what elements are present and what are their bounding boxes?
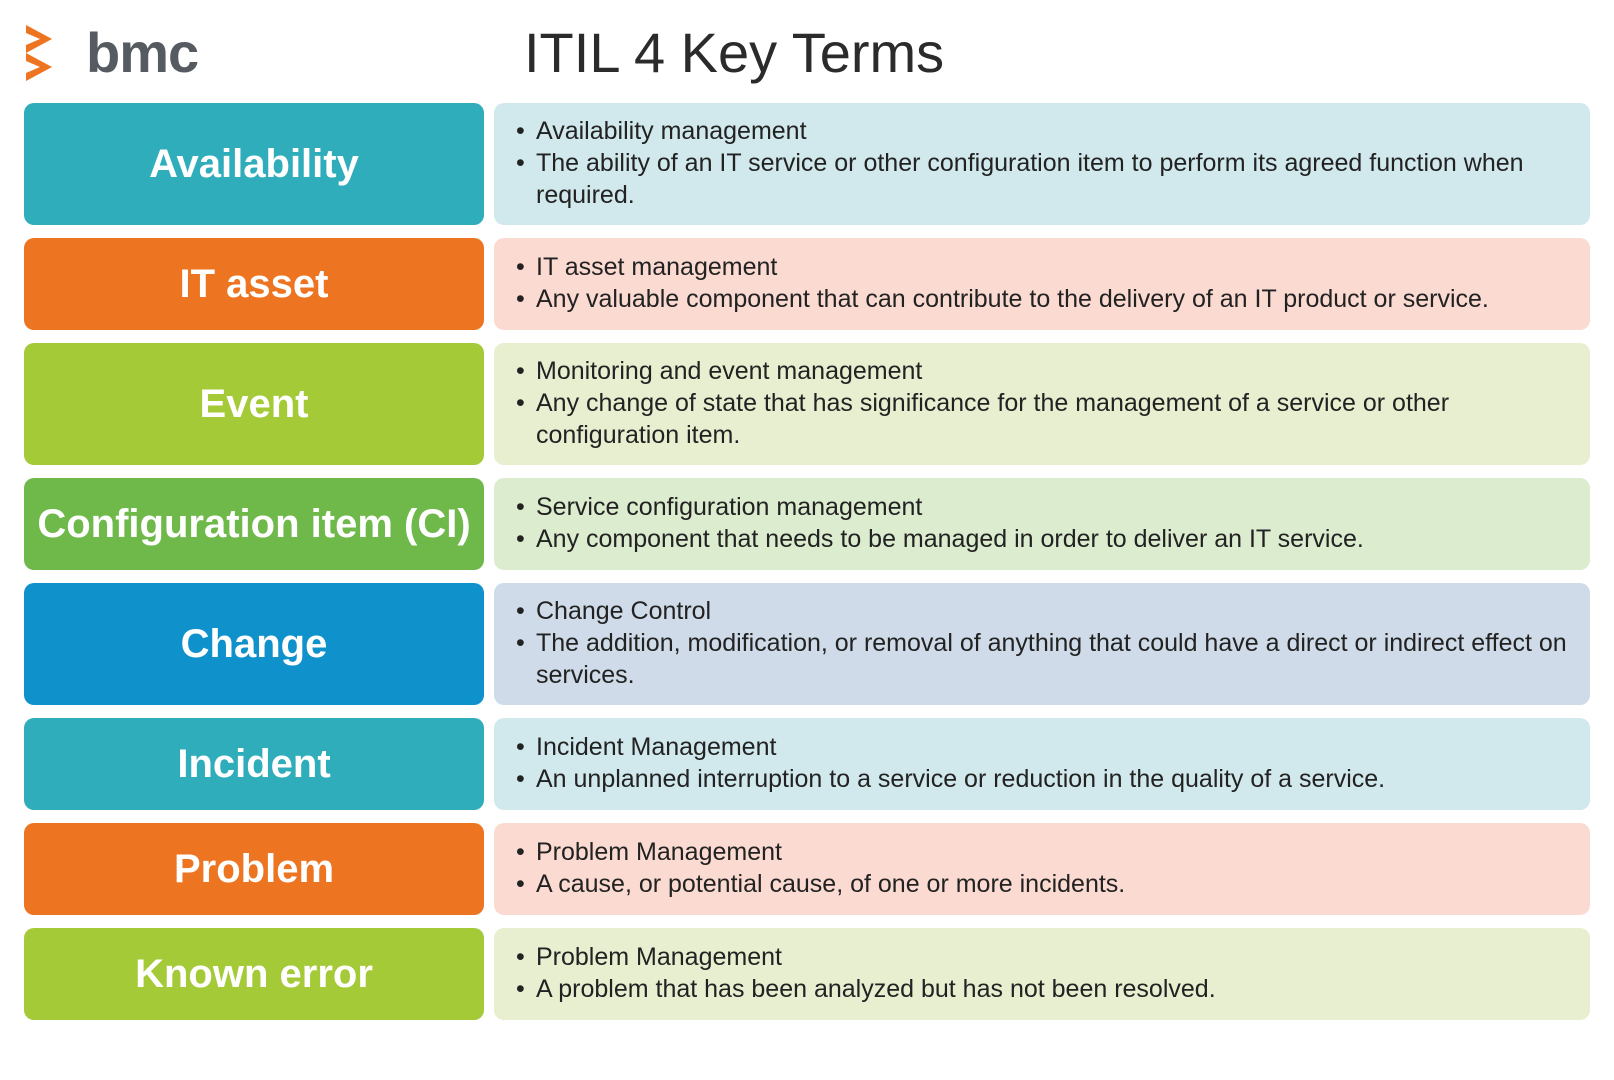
term-label: Known error bbox=[135, 952, 373, 996]
description-list: IT asset managementAny valuable componen… bbox=[516, 251, 1568, 315]
term-row: Problem Problem ManagementA cause, or pot… bbox=[24, 823, 1590, 915]
header: bmc ITIL 4 Key Terms bbox=[24, 20, 1590, 85]
term-row: Configuration item (CI) Service configura… bbox=[24, 478, 1590, 570]
description-bullet: Any component that needs to be managed i… bbox=[516, 523, 1568, 555]
description-bullet: Availability management bbox=[516, 115, 1568, 147]
description-bullet: Service configuration management bbox=[516, 491, 1568, 523]
term-cell: Incident bbox=[24, 718, 484, 810]
term-description: Incident ManagementAn unplanned interrup… bbox=[494, 718, 1590, 810]
description-list: Change ControlThe addition, modification… bbox=[516, 595, 1568, 691]
term-description: Problem ManagementA cause, or potential … bbox=[494, 823, 1590, 915]
term-description: Monitoring and event managementAny chang… bbox=[494, 343, 1590, 465]
term-description: IT asset managementAny valuable componen… bbox=[494, 238, 1590, 330]
term-label: Problem bbox=[174, 847, 334, 891]
term-row: Availability Availability managementThe a… bbox=[24, 103, 1590, 225]
description-bullet: IT asset management bbox=[516, 251, 1568, 283]
term-cell: Event bbox=[24, 343, 484, 465]
description-list: Problem ManagementA cause, or potential … bbox=[516, 836, 1568, 900]
description-bullet: Monitoring and event management bbox=[516, 355, 1568, 387]
term-label: IT asset bbox=[180, 262, 329, 306]
term-description: Change ControlThe addition, modification… bbox=[494, 583, 1590, 705]
term-cell: Known error bbox=[24, 928, 484, 1020]
description-bullet: An unplanned interruption to a service o… bbox=[516, 763, 1568, 795]
terms-list: AvailabilityAvailability managementThe a… bbox=[24, 103, 1590, 1020]
description-bullet: The addition, modification, or removal o… bbox=[516, 627, 1568, 691]
term-cell: Change bbox=[24, 583, 484, 705]
description-bullet: A cause, or potential cause, of one or m… bbox=[516, 868, 1568, 900]
term-row: Incident Incident ManagementAn unplanned … bbox=[24, 718, 1590, 810]
term-row: Change Change ControlThe addition, modifi… bbox=[24, 583, 1590, 705]
term-row: Event Monitoring and event managementAny … bbox=[24, 343, 1590, 465]
description-bullet: Change Control bbox=[516, 595, 1568, 627]
description-bullet: A problem that has been analyzed but has… bbox=[516, 973, 1568, 1005]
description-list: Availability managementThe ability of an… bbox=[516, 115, 1568, 211]
term-label: Event bbox=[200, 382, 309, 426]
term-description: Problem ManagementA problem that has bee… bbox=[494, 928, 1590, 1020]
description-bullet: Problem Management bbox=[516, 941, 1568, 973]
term-description: Availability managementThe ability of an… bbox=[494, 103, 1590, 225]
term-label: Change bbox=[181, 622, 328, 666]
term-description: Service configuration managementAny comp… bbox=[494, 478, 1590, 570]
term-row: Known error Problem ManagementA problem t… bbox=[24, 928, 1590, 1020]
description-list: Monitoring and event managementAny chang… bbox=[516, 355, 1568, 451]
description-list: Service configuration managementAny comp… bbox=[516, 491, 1568, 555]
brand-logo: bmc bbox=[24, 20, 484, 85]
description-bullet: Incident Management bbox=[516, 731, 1568, 763]
description-bullet: Any valuable component that can contribu… bbox=[516, 283, 1568, 315]
description-list: Incident ManagementAn unplanned interrup… bbox=[516, 731, 1568, 795]
page-title: ITIL 4 Key Terms bbox=[524, 20, 944, 85]
term-label: Configuration item (CI) bbox=[37, 502, 470, 546]
term-cell: Configuration item (CI) bbox=[24, 478, 484, 570]
description-bullet: Problem Management bbox=[516, 836, 1568, 868]
term-row: IT asset IT asset managementAny valuable … bbox=[24, 238, 1590, 330]
bmc-chevron-icon bbox=[24, 23, 76, 83]
description-bullet: Any change of state that has significanc… bbox=[516, 387, 1568, 451]
brand-name: bmc bbox=[86, 20, 198, 85]
term-label: Incident bbox=[177, 742, 330, 786]
description-bullet: The ability of an IT service or other co… bbox=[516, 147, 1568, 211]
term-cell: Problem bbox=[24, 823, 484, 915]
term-cell: Availability bbox=[24, 103, 484, 225]
term-label: Availability bbox=[149, 142, 359, 186]
description-list: Problem ManagementA problem that has bee… bbox=[516, 941, 1568, 1005]
term-cell: IT asset bbox=[24, 238, 484, 330]
